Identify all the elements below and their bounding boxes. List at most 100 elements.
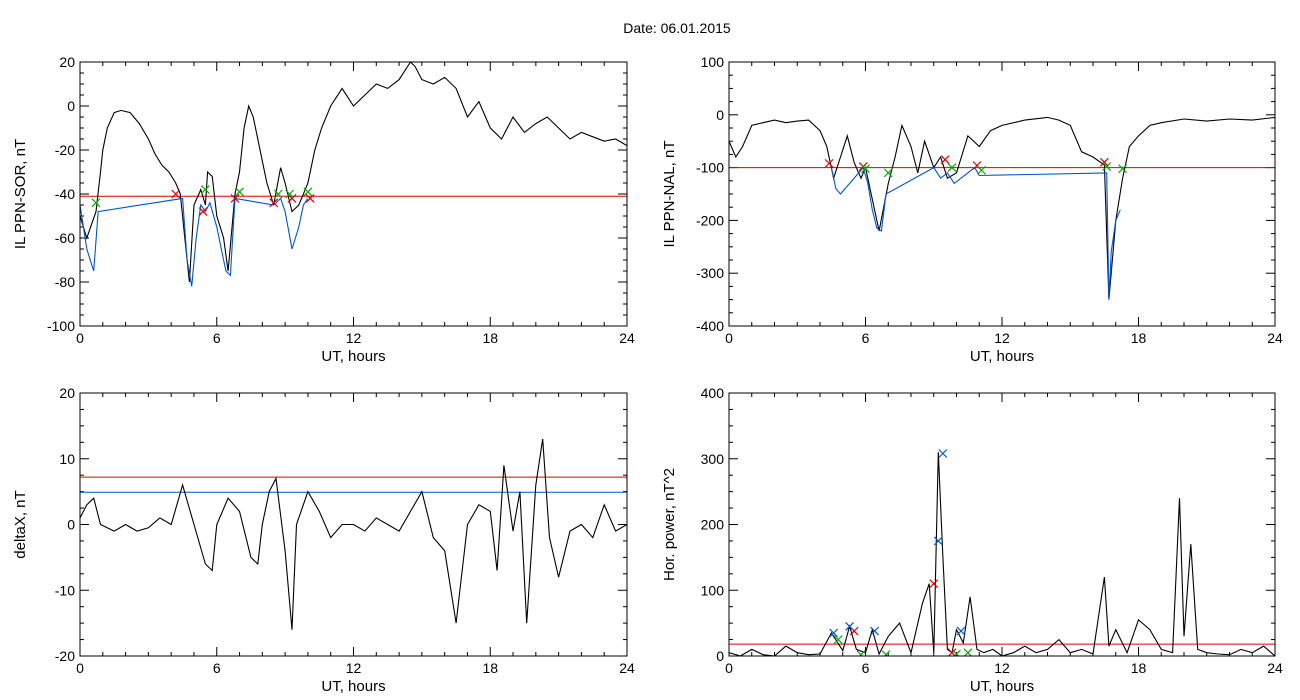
panel-ppn-nal: 0 6 12 18 24 -400 -300 -200 -100 0 100 UT, hours IL … [661, 54, 1283, 365]
plot-area [80, 62, 627, 287]
x-tick-label: 0 [76, 660, 84, 676]
x-tick-label: 24 [619, 330, 635, 346]
y-axis-label: IL PPN-NAL, nT [661, 141, 678, 248]
cross-marker [883, 168, 893, 178]
x-tick-label: 24 [1267, 330, 1283, 346]
cross-marker [929, 579, 939, 589]
panel-hor-power: 0 6 12 18 24 0 100 200 300 400 UT, hours Hor. power… [661, 385, 1283, 695]
y-tick-label: 0 [67, 517, 75, 533]
y-tick-label: -300 [696, 265, 724, 281]
y-tick-label: 0 [716, 107, 724, 123]
cross-marker [200, 185, 210, 195]
cross-marker [933, 536, 943, 546]
x-tick-label: 12 [346, 330, 362, 346]
cross-marker [963, 648, 973, 656]
cross-marker [273, 189, 283, 199]
x-tick-label: 6 [213, 660, 221, 676]
y-tick-label: 10 [59, 451, 75, 467]
series-line [80, 197, 309, 287]
cross-marker [856, 650, 866, 656]
cross-marker [305, 193, 315, 203]
series-line [729, 452, 1275, 656]
plot-frame [79, 392, 628, 657]
x-tick-label: 18 [1131, 660, 1147, 676]
cross-marker [977, 165, 986, 175]
cross-marker [198, 207, 208, 217]
series-line [830, 166, 1121, 300]
y-tick-label: -100 [47, 318, 75, 334]
plot-frame [728, 61, 1276, 327]
cross-marker [833, 635, 843, 644]
cross-marker [285, 189, 295, 199]
cross-marker [171, 189, 181, 199]
x-tick-label: 0 [725, 330, 733, 346]
x-tick-label: 6 [213, 330, 221, 346]
cross-marker [1102, 162, 1112, 171]
y-tick-label: -40 [55, 186, 75, 202]
plot-area [80, 438, 627, 630]
y-tick-label: -80 [55, 274, 75, 290]
y-tick-label: 100 [701, 582, 725, 598]
x-axis-label: UT, hours [970, 678, 1034, 695]
cross-marker [269, 198, 279, 208]
cross-marker [1099, 157, 1109, 167]
x-axis-label: UT, hours [321, 678, 385, 695]
x-tick-label: 18 [482, 330, 498, 346]
y-axis-label: deltaX, nT [12, 490, 29, 558]
cross-marker [870, 626, 880, 636]
y-tick-label: -20 [55, 142, 75, 158]
cross-marker [938, 449, 948, 458]
y-tick-label: -60 [55, 230, 75, 246]
series-line [729, 116, 1275, 300]
plot-frame [79, 61, 628, 327]
cross-marker [952, 649, 961, 656]
cross-marker [287, 193, 297, 203]
y-tick-label: 200 [701, 517, 725, 533]
x-tick-label: 12 [994, 660, 1010, 676]
cross-marker [1118, 164, 1127, 174]
y-tick-label: 100 [701, 54, 725, 70]
cross-marker [881, 650, 891, 656]
panel-ppn-sor: 0 6 12 18 24 -100 -80 -60 -40 -20 0 20 UT, hours IL P… [12, 54, 635, 365]
cross-marker [303, 187, 313, 197]
cross-marker [91, 198, 101, 208]
series-line [80, 62, 627, 283]
x-tick-label: 24 [619, 660, 635, 676]
y-tick-label: 0 [716, 648, 724, 664]
figure-title: Date: 06.01.2015 [623, 20, 731, 36]
cross-marker [824, 158, 834, 168]
cross-marker [235, 187, 244, 197]
x-tick-label: 6 [862, 660, 870, 676]
y-tick-label: 300 [701, 451, 725, 467]
cross-marker [940, 155, 950, 165]
cross-marker [947, 163, 957, 173]
cross-marker [861, 164, 870, 174]
y-tick-label: -400 [696, 318, 724, 334]
cross-marker [829, 628, 839, 638]
cross-marker [230, 193, 240, 203]
panel-deltax: 0 6 12 18 24 -20 -10 0 10 20 UT, hours deltaX, nT [12, 385, 635, 695]
x-tick-label: 6 [862, 330, 870, 346]
x-tick-label: 0 [76, 330, 84, 346]
x-tick-label: 18 [482, 660, 498, 676]
y-tick-label: 0 [67, 98, 75, 114]
plot-area [729, 116, 1275, 300]
x-axis-label: UT, hours [321, 348, 385, 365]
y-tick-label: 20 [59, 54, 75, 70]
y-tick-label: 400 [701, 385, 725, 401]
x-tick-label: 0 [725, 660, 733, 676]
cross-marker [845, 621, 854, 631]
series-line [80, 438, 627, 630]
plot-frame [728, 392, 1276, 657]
x-tick-label: 24 [1267, 660, 1283, 676]
y-axis-label: IL PPN-SOR, nT [12, 139, 29, 249]
x-tick-label: 12 [346, 660, 362, 676]
y-tick-label: -200 [696, 212, 724, 228]
plot-area [729, 449, 1275, 656]
y-tick-label: 20 [59, 385, 75, 401]
y-tick-label: -10 [55, 582, 75, 598]
y-axis-label: Hor. power, nT^2 [661, 468, 678, 581]
y-tick-label: -100 [696, 160, 724, 176]
x-tick-label: 18 [1131, 330, 1147, 346]
